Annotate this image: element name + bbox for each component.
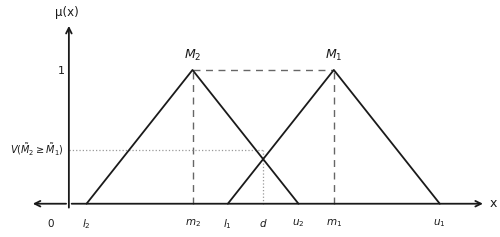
Text: $M_2$: $M_2$ — [184, 48, 201, 63]
Text: $m_1$: $m_1$ — [326, 217, 342, 229]
Text: $m_2$: $m_2$ — [184, 217, 200, 229]
Text: $V(\tilde{M}_2 \geq \tilde{M}_1)$: $V(\tilde{M}_2 \geq \tilde{M}_1)$ — [10, 142, 64, 159]
Text: $M_1$: $M_1$ — [325, 48, 342, 63]
Text: $u_2$: $u_2$ — [292, 217, 304, 229]
Text: $1$: $1$ — [56, 64, 64, 76]
Text: μ(x): μ(x) — [55, 6, 79, 19]
Text: $l_2$: $l_2$ — [82, 217, 91, 231]
Text: $d$: $d$ — [259, 217, 268, 229]
Text: $u_1$: $u_1$ — [434, 217, 446, 229]
Text: $0$: $0$ — [48, 217, 55, 229]
Text: x: x — [489, 197, 496, 210]
Text: $l_1$: $l_1$ — [224, 217, 232, 231]
